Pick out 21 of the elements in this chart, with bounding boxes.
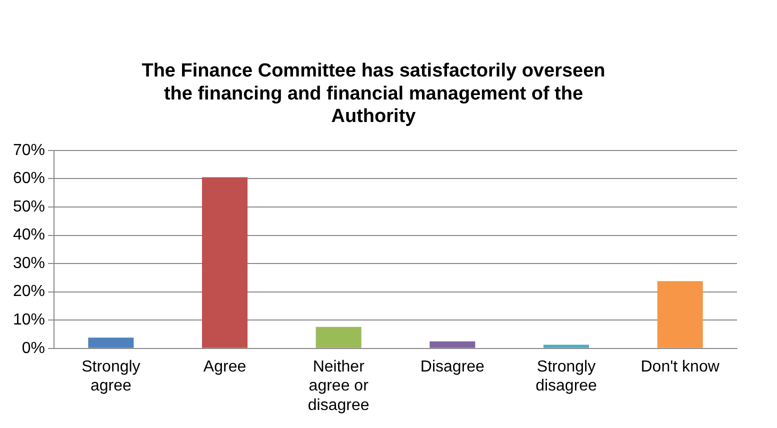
y-tick-label: 20% bbox=[12, 283, 46, 300]
bar bbox=[316, 326, 362, 348]
y-tick-label: 50% bbox=[12, 198, 46, 216]
bar bbox=[202, 177, 248, 348]
x-tick-label: Strongly disagree bbox=[536, 358, 598, 395]
x-tick-label: Don't know bbox=[640, 358, 720, 376]
y-tick-label: 60% bbox=[12, 170, 46, 188]
bar bbox=[88, 338, 134, 348]
y-tick-label: 70% bbox=[12, 142, 46, 159]
x-tick-label: Agree bbox=[203, 358, 246, 376]
bar bbox=[657, 281, 703, 348]
bar bbox=[430, 341, 476, 348]
x-tick-label: Neither agree or disagree bbox=[308, 358, 370, 414]
y-tick-label: 40% bbox=[12, 226, 46, 244]
x-tick-label: Strongly agree bbox=[82, 358, 140, 395]
x-tick-label: Disagree bbox=[420, 358, 485, 376]
y-tick-label: 10% bbox=[12, 312, 46, 329]
y-tick-label: 30% bbox=[12, 254, 46, 272]
chart-title: The Finance Committee has satisfactorily overseen the financing and financial management of the Authority bbox=[142, 60, 606, 128]
bar bbox=[543, 344, 590, 348]
y-tick-label: 0% bbox=[22, 340, 46, 357]
